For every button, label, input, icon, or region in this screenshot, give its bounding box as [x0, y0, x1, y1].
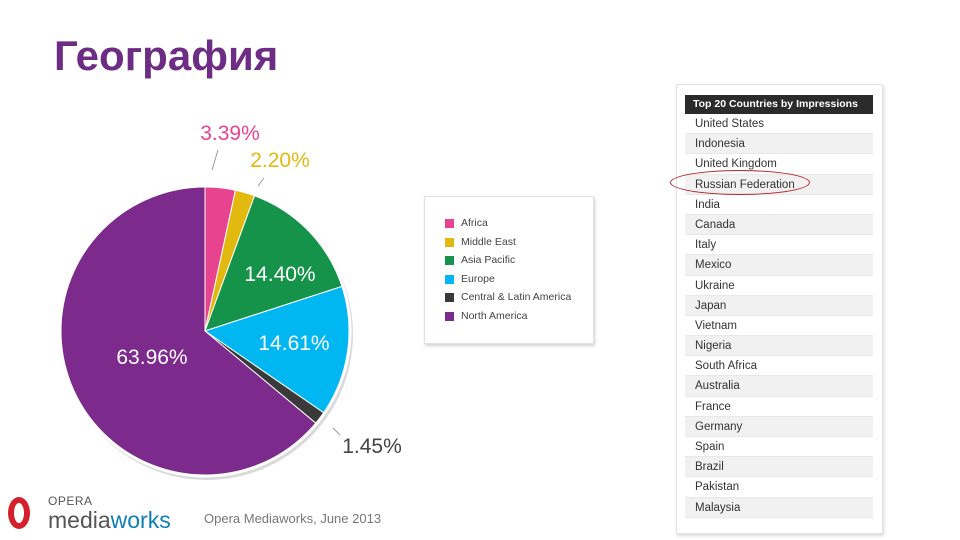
- table-row: Indonesia: [685, 134, 873, 155]
- table-row: Spain: [685, 437, 873, 458]
- legend-swatch: [445, 292, 454, 302]
- slide-title: География: [54, 32, 279, 79]
- data-label: 14.40%: [244, 263, 315, 286]
- legend-item: Europe: [445, 271, 495, 287]
- legend-label: Asia Pacific: [461, 254, 516, 266]
- pie-outline: [58, 184, 352, 478]
- legend-label: Central & Latin America: [461, 291, 572, 303]
- table-row: France: [685, 397, 873, 417]
- countries-table: Top 20 Countries by Impressions United S…: [676, 84, 883, 534]
- table-row: India: [685, 195, 873, 215]
- table-row: Mexico: [685, 255, 873, 276]
- table-row: Germany: [685, 416, 873, 437]
- opera-mediaworks-logo: OPERA mediaworks: [8, 494, 188, 534]
- legend-label: Africa: [461, 217, 488, 229]
- table-row: Italy: [685, 235, 873, 256]
- legend-swatch: [445, 255, 454, 265]
- legend-item: Asia Pacific: [445, 252, 515, 268]
- table-row: South Africa: [685, 356, 873, 377]
- logo-media-text: media: [48, 507, 111, 533]
- table-body: United States Indonesia United Kingdom R…: [685, 114, 873, 518]
- table-row: Canada: [685, 214, 873, 236]
- table-row: Vietnam: [685, 316, 873, 337]
- table-row: Pakistan: [685, 477, 873, 498]
- logo-works-text: works: [110, 507, 171, 533]
- legend-item: North America: [445, 308, 528, 324]
- data-label: 14.61%: [258, 332, 329, 355]
- table-row: Malaysia: [685, 497, 873, 518]
- table-row: Nigeria: [685, 336, 873, 357]
- data-label-leader: [332, 427, 341, 436]
- legend-swatch: [445, 274, 454, 284]
- table-row: United States: [685, 114, 873, 135]
- highlight-ellipse: [670, 170, 810, 195]
- legend-item: Central & Latin America: [445, 289, 571, 305]
- data-label: 63.96%: [116, 346, 187, 369]
- table-row: Brazil: [685, 457, 873, 478]
- table-header: Top 20 Countries by Impressions: [685, 95, 873, 114]
- legend-label: North America: [461, 310, 528, 322]
- legend-swatch: [445, 218, 454, 228]
- logo-opera-text: OPERA: [48, 494, 93, 508]
- table-row: Ukraine: [685, 276, 873, 296]
- table-row: Japan: [685, 295, 873, 316]
- logo-mediaworks-text: mediaworks: [48, 507, 171, 534]
- table-row: Australia: [685, 376, 873, 397]
- data-label: 3.39%: [200, 122, 260, 145]
- data-label: 2.20%: [250, 149, 310, 172]
- source-note: Opera Mediaworks, June 2013: [204, 511, 382, 526]
- legend-item: Middle East: [445, 234, 516, 250]
- legend-swatch: [445, 311, 454, 321]
- data-label-leader: [211, 149, 219, 171]
- data-label: 1.45%: [342, 435, 402, 458]
- opera-o-icon: [8, 497, 30, 529]
- data-label-leader: [257, 177, 265, 187]
- legend-item: Africa: [445, 215, 488, 231]
- chart-legend: Africa Middle East Asia Pacific Europe C…: [424, 196, 594, 344]
- legend-label: Europe: [461, 273, 495, 285]
- legend-label: Middle East: [461, 236, 516, 248]
- legend-swatch: [445, 237, 454, 247]
